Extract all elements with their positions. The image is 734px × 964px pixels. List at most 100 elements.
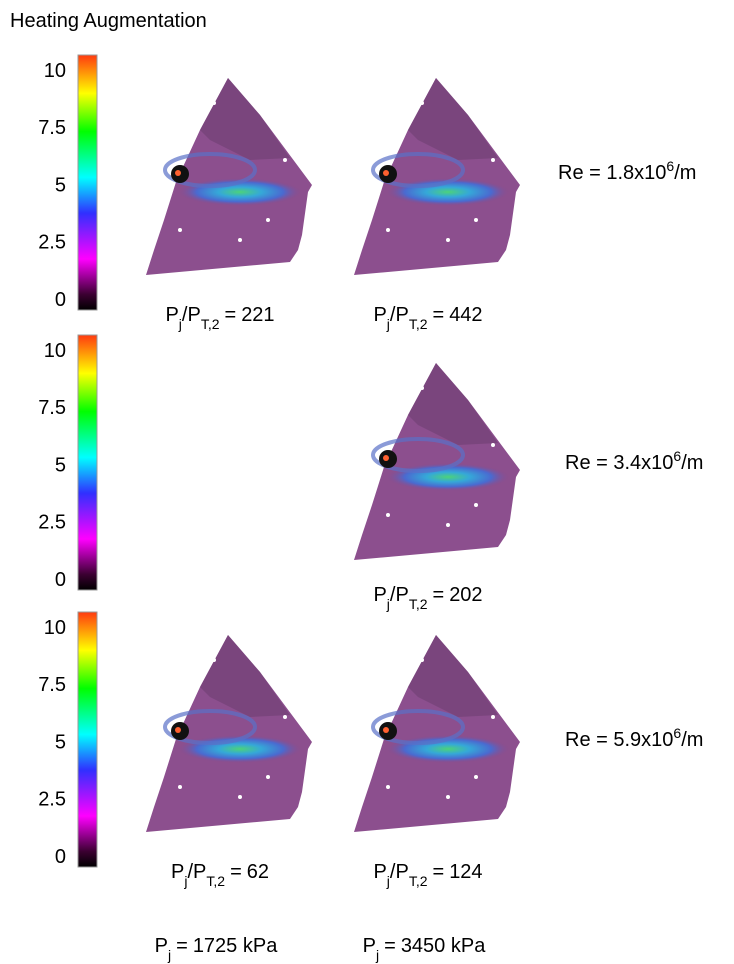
eq: = [225,304,237,326]
pressure-tap [238,238,242,242]
pressure-tap [386,513,390,517]
value: 202 [449,584,482,606]
pressure-tap [238,795,242,799]
pressure-tap [178,785,182,789]
colorbar-tick-label: 5 [55,174,66,196]
p: P [373,304,386,326]
colorbar-tick-label: 7.5 [38,674,66,696]
pressure-tap [178,228,182,232]
pressure-tap [491,443,495,447]
heat-map [354,635,520,832]
pressure-tap [420,386,424,390]
title: Heating Augmentation [10,10,207,32]
sub: j [386,316,390,332]
colorbar-tick-label: 10 [44,340,66,362]
heat-map [146,635,312,832]
colorbar-tick-label: 0 [55,846,66,868]
eq: = [433,304,445,326]
re-unit: /m [681,729,703,751]
value: 3450 kPa [401,935,486,957]
eq: = [433,584,445,606]
value: 62 [247,861,269,883]
surface [146,78,312,275]
value: 124 [449,861,482,883]
re-label: Re = 1.8x106/m [558,158,696,184]
heat-map [354,78,520,275]
ratio-caption: Pj/PT,2 = 221 [165,304,274,332]
slash: /P [390,861,409,883]
value: 442 [449,304,482,326]
colorbar-tick-label: 2.5 [38,789,66,811]
re-exp: 6 [673,448,681,464]
bow-shock [371,152,465,188]
sub: j [375,947,379,963]
p: P [165,304,178,326]
colorbar-tick-label: 5 [55,454,66,476]
re-text: Re = 1.8x10 [558,162,666,184]
pressure-tap [446,523,450,527]
pressure-tap [212,658,216,662]
surface-dark [408,635,498,717]
re-exp: 6 [673,725,681,741]
eq: = [433,861,445,883]
ratio-caption: Pj/PT,2 = 62 [171,861,269,889]
pressure-tap [446,238,450,242]
re-text: Re = 5.9x10 [565,729,673,751]
colorbar [77,54,98,311]
bow-shock [371,437,465,473]
pressure-tap [386,785,390,789]
p: P [373,861,386,883]
ratio-caption: Pj/PT,2 = 124 [373,861,482,889]
colorbar [77,611,98,868]
pressure-tap [386,228,390,232]
colorbar-tick-label: 10 [44,60,66,82]
value: 1725 kPa [193,935,278,957]
pressure-tap [212,101,216,105]
re-text: Re = 3.4x10 [565,452,673,474]
sub: j [386,596,390,612]
pressure-tap [266,218,270,222]
heat-map [146,78,312,275]
re-label: Re = 5.9x106/m [565,725,703,751]
slash: /P [187,861,206,883]
re-unit: /m [674,162,696,184]
p: P [373,584,386,606]
pressure-label: Pj = 3450 kPa [363,935,487,963]
pressure-tap [420,101,424,105]
sub: T,2 [201,316,220,332]
surface [354,363,520,560]
pressure-label: Pj = 1725 kPa [155,935,279,963]
pressure-tap [420,658,424,662]
sub: T,2 [409,873,428,889]
p: P [171,861,184,883]
colorbar-tick-label: 2.5 [38,232,66,254]
sub: j [386,873,390,889]
pressure-tap [283,158,287,162]
surface [146,635,312,832]
colorbar [77,334,98,591]
pressure-tap [491,158,495,162]
pressure-tap [283,715,287,719]
bow-shock [163,152,257,188]
jet-core [383,727,389,733]
p: P [155,935,168,957]
bow-shock [163,709,257,745]
heat-map [354,363,520,560]
re-label: Re = 3.4x106/m [565,448,703,474]
slash: /P [390,304,409,326]
jet-core [175,727,181,733]
jet-core [175,170,181,176]
re-unit: /m [681,452,703,474]
colorbar-tick-label: 2.5 [38,512,66,534]
value: 221 [241,304,274,326]
surface-dark [200,635,290,717]
surface [354,635,520,832]
pressure-tap [474,218,478,222]
sub: T,2 [206,873,225,889]
pressure-tap [446,795,450,799]
sub: j [167,947,171,963]
colorbar-tick-label: 0 [55,569,66,591]
ratio-caption: Pj/PT,2 = 202 [373,584,482,612]
pressure-tap [474,503,478,507]
